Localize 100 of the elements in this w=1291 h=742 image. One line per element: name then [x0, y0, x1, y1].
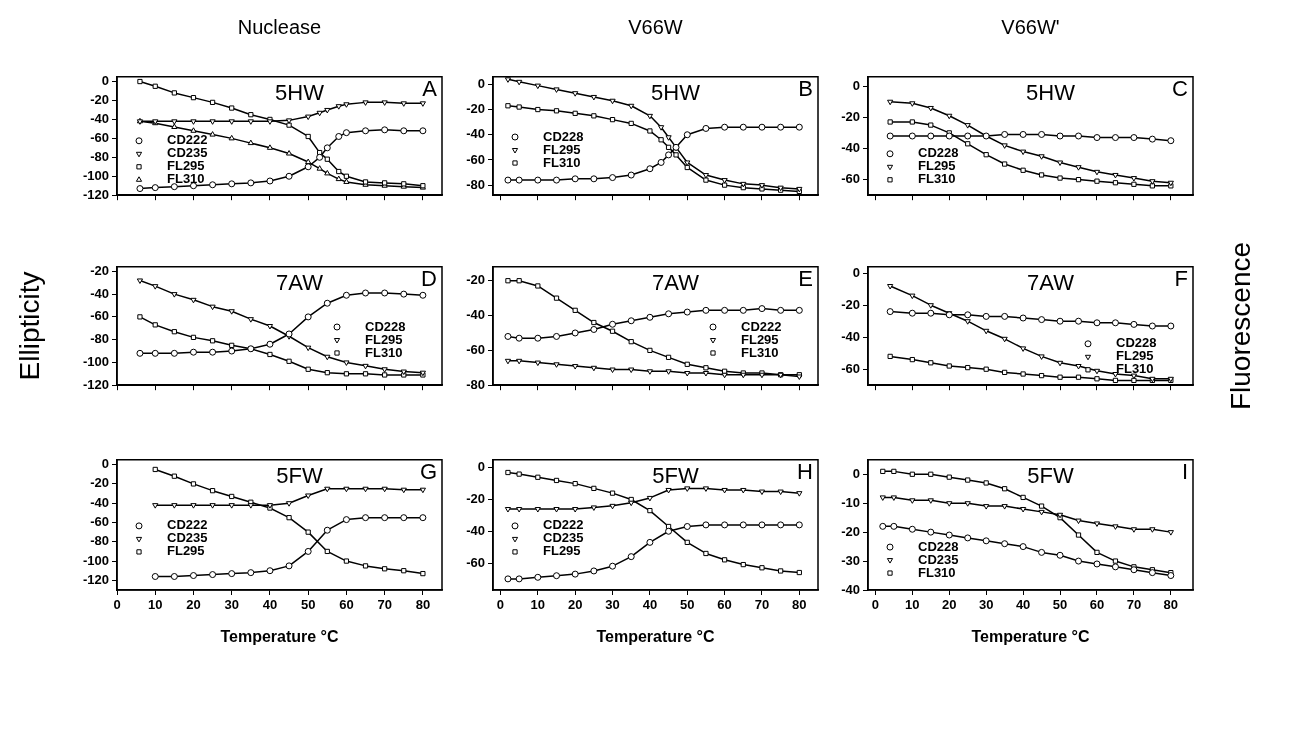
annotation: 5HW	[651, 79, 701, 105]
y-tick-label: -40	[841, 328, 860, 344]
x-tick-label: 80	[1163, 597, 1179, 613]
x-axis-title: Temperature °C	[595, 628, 716, 646]
y-tick-label: -20	[90, 262, 109, 278]
legend-label: CD228	[1116, 335, 1157, 351]
y-tick-label: -100	[82, 354, 109, 370]
legend-label: FL295	[543, 141, 581, 157]
annotation: D	[421, 265, 437, 291]
legend-label: FL310	[1116, 361, 1154, 377]
y-tick-label: -80	[466, 376, 485, 392]
y-tick-label: 0	[477, 459, 485, 475]
y-tick-label: -10	[841, 494, 860, 510]
legend-label: CD228	[365, 318, 406, 334]
legend-label: CD235	[918, 551, 959, 567]
annotation: C	[1172, 75, 1189, 101]
legend-label: FL310	[543, 154, 581, 170]
x-tick-label: 30	[978, 597, 994, 613]
y-tick-label: -120	[82, 376, 109, 392]
y-tick-label: -20	[841, 296, 860, 312]
x-tick-label: 20	[942, 597, 957, 613]
y-tick-label: 0	[852, 465, 860, 481]
x-tick-label: 50	[680, 597, 695, 613]
x-tick-label: 60	[717, 597, 732, 613]
y-tick-label: -40	[90, 285, 109, 301]
annotation: 5HW	[1026, 79, 1076, 105]
legend-label: FL310	[365, 344, 403, 360]
annotation: 7AW	[1027, 269, 1075, 295]
legend-label: CD235	[543, 530, 584, 546]
y-tick-label: 0	[101, 73, 109, 89]
y-tick-label: -60	[90, 514, 109, 530]
x-tick-label: 70	[377, 597, 392, 613]
x-tick-label: 20	[567, 597, 583, 613]
x-tick-label: 40	[262, 597, 278, 613]
y-tick-label: -60	[90, 308, 109, 324]
legend-label: CD222	[543, 517, 584, 533]
y-tick-label: -20	[841, 523, 860, 539]
legend-label: CD222	[741, 318, 782, 334]
x-tick-label: 30	[605, 597, 620, 613]
chart-title: V66W	[627, 16, 684, 39]
annotation: 7AW	[276, 269, 324, 295]
x-tick-label: 50	[1052, 597, 1068, 613]
annotation: F	[1174, 265, 1188, 291]
legend-label: CD228	[918, 538, 959, 554]
x-tick-label: 0	[113, 597, 121, 613]
x-tick-label: 70	[754, 597, 770, 613]
annotation: 5FW	[1027, 462, 1074, 488]
legend-label: CD222	[167, 517, 208, 533]
x-tick-label: 0	[871, 597, 879, 613]
y-tick-label: -40	[466, 307, 485, 323]
legend-label: FL295	[167, 158, 205, 174]
y-tick-label: -30	[841, 552, 860, 568]
legend-label: FL310	[918, 564, 956, 580]
y-tick-label: -40	[841, 140, 860, 156]
x-tick-label: 10	[905, 597, 920, 613]
x-tick-label: 70	[1126, 597, 1142, 613]
x-tick-label: 80	[415, 597, 431, 613]
x-tick-label: 60	[339, 597, 354, 613]
y-tick-label: -60	[90, 129, 109, 145]
y-tick-label: -100	[82, 552, 109, 568]
y-tick-label: -60	[841, 171, 860, 187]
y-tick-label: -20	[90, 475, 109, 491]
y-tick-label: 0	[477, 75, 485, 91]
y-axis-title: Ellipticity	[13, 271, 46, 381]
annotation: 5HW	[275, 79, 325, 105]
legend-label: CD235	[167, 145, 208, 161]
y-tick-label: -80	[466, 176, 485, 192]
x-tick-label: 40	[642, 597, 658, 613]
legend-label: FL295	[741, 331, 779, 347]
y-tick-label: -20	[466, 491, 485, 507]
y-tick-label: -20	[466, 272, 485, 288]
legend-label: CD228	[543, 128, 584, 144]
annotation: I	[1181, 458, 1188, 484]
legend-label: FL295	[918, 158, 956, 174]
y-tick-label: -80	[90, 148, 109, 164]
y-tick-label: -40	[90, 111, 109, 126]
y-tick-label: -120	[82, 571, 109, 587]
x-axis-title: Temperature °C	[970, 628, 1091, 646]
annotation: E	[798, 265, 813, 291]
annotation: B	[798, 75, 813, 101]
chart-title: V66W'	[1000, 16, 1061, 39]
x-tick-label: 10	[148, 597, 163, 613]
y-tick-label: -100	[82, 167, 109, 183]
annotation: H	[797, 458, 813, 484]
legend-label: FL310	[741, 344, 779, 360]
y-tick-label: -80	[90, 331, 109, 347]
x-tick-label: 20	[186, 597, 201, 613]
annotation: G	[419, 458, 437, 484]
x-tick-label: 60	[1089, 597, 1105, 613]
y-tick-label: -20	[841, 108, 860, 124]
annotation: 5FW	[652, 462, 699, 488]
legend-label: FL310	[167, 171, 205, 187]
y-tick-label: -80	[90, 533, 109, 549]
y-tick-label: -40	[90, 494, 109, 510]
legend-label: CD222	[167, 132, 208, 148]
y-tick-label: -120	[82, 186, 109, 202]
legend-label: FL295	[1116, 348, 1154, 364]
y-tick-label: -40	[841, 581, 860, 597]
annotation: 5FW	[276, 462, 323, 488]
x-tick-label: 30	[224, 597, 239, 613]
